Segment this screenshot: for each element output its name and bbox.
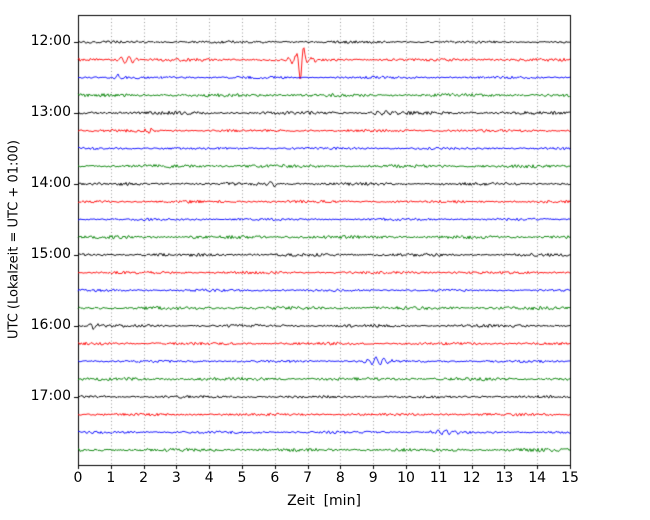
x-tick-label: 0	[73, 470, 83, 486]
x-tick-label: 13	[495, 470, 514, 486]
x-axis-label: Zeit [min]	[287, 493, 361, 509]
x-tick-label: 4	[204, 470, 214, 486]
x-tick-label: 3	[171, 470, 181, 486]
y-tick-label: 14:00	[30, 174, 71, 191]
x-tick-label: 2	[139, 470, 149, 486]
x-tick-label: 15	[561, 470, 579, 486]
x-tick-label: 5	[237, 470, 247, 486]
y-tick-label: 17:00	[30, 387, 71, 404]
x-tick-label: 10	[397, 470, 415, 486]
x-tick-label: 11	[429, 470, 448, 486]
y-tick-label: 15:00	[30, 245, 71, 262]
y-tick-label: 16:00	[30, 316, 71, 333]
x-tick-label: 6	[270, 470, 280, 486]
x-tick-label: 8	[335, 470, 345, 486]
x-tick-label: 12	[462, 470, 481, 486]
y-tick-label: 12:00	[30, 33, 71, 49]
x-tick-label: 1	[106, 470, 116, 486]
x-tick-label: 9	[368, 470, 378, 486]
x-tick-label: 7	[303, 470, 313, 486]
y-tick-label: 13:00	[30, 103, 71, 120]
x-tick-label: 14	[528, 470, 547, 486]
